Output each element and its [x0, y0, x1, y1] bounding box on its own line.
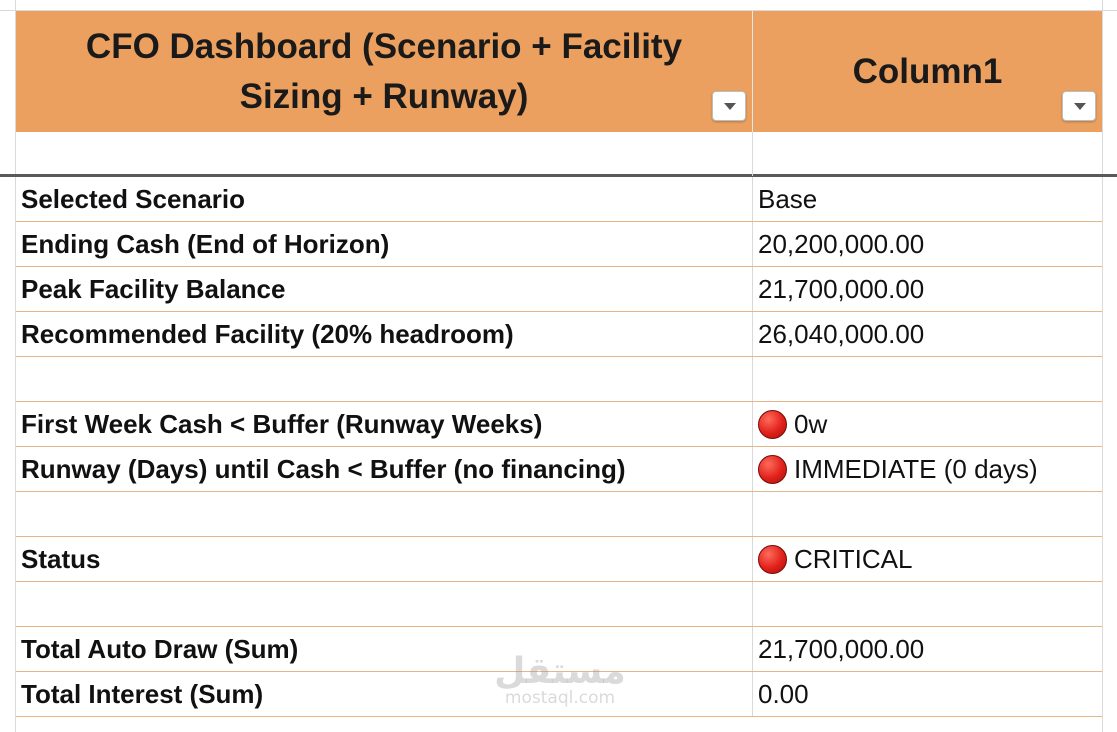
chevron-down-icon: [1074, 103, 1086, 110]
table-row: [16, 357, 1102, 402]
chevron-down-icon: [724, 103, 736, 110]
row-label-cell[interactable]: [21, 492, 747, 536]
row-label-cell[interactable]: Recommended Facility (20% headroom): [21, 318, 514, 349]
row-label-cell[interactable]: Runway (Days) until Cash < Buffer (no fi…: [21, 453, 626, 484]
row-label-cell[interactable]: [21, 357, 747, 401]
table-row: Selected Scenario Base: [16, 177, 1102, 222]
column-separator: [752, 312, 753, 356]
filter-dropdown-button[interactable]: [1062, 91, 1096, 121]
header-column1-text: Column1: [852, 51, 1003, 91]
table-row: First Week Cash < Buffer (Runway Weeks) 0…: [16, 402, 1102, 447]
column-separator: [752, 177, 753, 221]
row-value-cell[interactable]: [758, 357, 1098, 401]
table-row: Total Auto Draw (Sum) 21,700,000.00: [16, 627, 1102, 672]
row-value-text: CRITICAL: [794, 543, 913, 574]
filter-dropdown-button[interactable]: [712, 91, 746, 121]
table-row: Runway (Days) until Cash < Buffer (no fi…: [16, 447, 1102, 492]
row-value-cell[interactable]: 26,040,000.00: [758, 312, 1098, 356]
column-separator: [752, 627, 753, 671]
row-value-cell[interactable]: CRITICAL: [758, 537, 1098, 581]
row-label-cell[interactable]: Ending Cash (End of Horizon): [21, 228, 390, 259]
row-value-cell[interactable]: 0.00: [758, 672, 1098, 716]
row-value-text: Base: [758, 183, 818, 214]
column-separator: [752, 357, 753, 401]
row-value-cell[interactable]: IMMEDIATE (0 days): [758, 447, 1098, 491]
table-body: Selected Scenario Base Ending Cash (End of…: [16, 132, 1102, 717]
row-label-cell[interactable]: [21, 132, 747, 176]
row-value-text: 21,700,000.00: [758, 633, 925, 664]
header-divider: [752, 11, 753, 132]
header-cell-dashboard-title[interactable]: CFO Dashboard (Scenario + Facility Sizin…: [16, 11, 752, 132]
column-separator: [752, 402, 753, 446]
row-value-text: 0.00: [758, 678, 809, 709]
row-value-text: 0w: [794, 408, 828, 439]
row-value-cell[interactable]: [758, 582, 1098, 626]
red-circle-icon: [758, 454, 787, 484]
row-value-text: 20,200,000.00: [758, 228, 925, 259]
table-row: Recommended Facility (20% headroom) 26,04…: [16, 312, 1102, 357]
table-row: [16, 492, 1102, 537]
column-separator: [752, 537, 753, 581]
column-separator: [752, 447, 753, 491]
row-value-cell[interactable]: 21,700,000.00: [758, 627, 1098, 671]
table-row: [16, 582, 1102, 627]
header-title-text: CFO Dashboard (Scenario + Facility Sizin…: [85, 26, 683, 116]
row-label-cell[interactable]: Total Interest (Sum): [21, 678, 264, 709]
row-value-cell[interactable]: 21,700,000.00: [758, 267, 1098, 311]
table-header-row: CFO Dashboard (Scenario + Facility Sizin…: [16, 11, 1102, 132]
column-separator: [752, 132, 753, 176]
column-separator: [752, 267, 753, 311]
red-circle-icon: [758, 544, 787, 574]
row-value-text: 21,700,000.00: [758, 273, 925, 304]
table-row: Total Interest (Sum) 0.00: [16, 672, 1102, 717]
header-cell-column1[interactable]: Column1: [753, 11, 1102, 132]
column-separator: [752, 492, 753, 536]
column-separator: [752, 222, 753, 266]
gridline: [15, 0, 16, 732]
row-label-cell[interactable]: Status: [21, 543, 101, 574]
red-circle-icon: [758, 409, 787, 439]
row-label-cell[interactable]: Total Auto Draw (Sum): [21, 633, 299, 664]
row-value-text: IMMEDIATE (0 days): [794, 453, 1038, 484]
section-divider: [0, 174, 1117, 177]
row-value-cell[interactable]: [758, 492, 1098, 536]
row-value-cell[interactable]: Base: [758, 177, 1098, 221]
row-label-cell[interactable]: Selected Scenario: [21, 183, 245, 214]
table-row: Peak Facility Balance 21,700,000.00: [16, 267, 1102, 312]
row-value-cell[interactable]: 0w: [758, 402, 1098, 446]
row-label-cell[interactable]: Peak Facility Balance: [21, 273, 286, 304]
row-value-cell[interactable]: 20,200,000.00: [758, 222, 1098, 266]
column-separator: [752, 582, 753, 626]
row-label-cell[interactable]: First Week Cash < Buffer (Runway Weeks): [21, 408, 543, 439]
gridline: [1102, 0, 1103, 732]
column-header-strip: [0, 0, 1117, 11]
row-value-cell[interactable]: [758, 132, 1098, 176]
row-value-text: 26,040,000.00: [758, 318, 925, 349]
table-row: Ending Cash (End of Horizon) 20,200,000.0…: [16, 222, 1102, 267]
table-row: Status CRITICAL: [16, 537, 1102, 582]
table-row: [16, 132, 1102, 177]
column-separator: [752, 672, 753, 716]
row-label-cell[interactable]: [21, 582, 747, 626]
